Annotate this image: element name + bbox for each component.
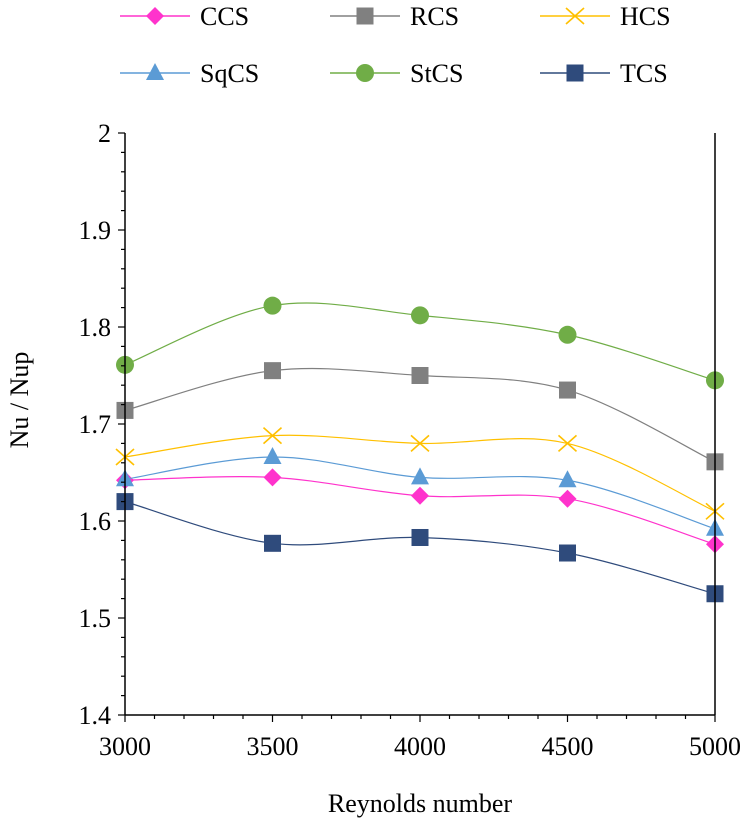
x-axis-label: Reynolds number xyxy=(328,789,512,818)
legend-item-ccs: CCS xyxy=(120,2,249,31)
series-stcs xyxy=(116,296,724,390)
series-line xyxy=(124,501,716,595)
y-tick-label: 1.5 xyxy=(79,604,112,633)
data-point xyxy=(411,467,429,485)
series-tcs xyxy=(116,493,724,603)
legend-item-stcs: StCS xyxy=(330,59,464,88)
y-tick-label: 1.7 xyxy=(79,410,112,439)
data-point xyxy=(263,296,282,315)
legend-marker xyxy=(356,64,374,82)
legend-label: StCS xyxy=(410,59,464,88)
legend-label: HCS xyxy=(620,2,671,31)
data-point xyxy=(559,544,576,562)
legend-marker xyxy=(146,7,164,25)
data-point xyxy=(411,486,429,505)
legend-label: SqCS xyxy=(200,59,259,88)
data-point xyxy=(263,468,282,487)
y-tick-label: 1.8 xyxy=(79,313,112,342)
data-point xyxy=(558,325,577,344)
legend-label: TCS xyxy=(620,59,668,88)
axes: 1.4 1.5 1.6 1.7 1.8 1.9 2 3000 3500 4000 4500 5000 xyxy=(79,119,742,761)
y-tick-label: 2 xyxy=(98,119,111,148)
y-tick-label: 1.9 xyxy=(79,216,112,245)
data-point xyxy=(264,534,281,552)
x-tick-label: 3500 xyxy=(247,732,299,761)
legend-marker xyxy=(146,63,164,80)
data-point xyxy=(262,427,283,445)
legend-marker xyxy=(565,7,585,25)
y-axis-label: Nu / Nup xyxy=(5,352,34,449)
data-point xyxy=(411,528,429,546)
legend-marker xyxy=(356,7,374,25)
series-rcs xyxy=(116,362,724,471)
data-point xyxy=(557,434,578,452)
legend-item-hcs: HCS xyxy=(540,2,671,31)
legend-item-sqcs: SqCS xyxy=(120,59,259,88)
legend-label: CCS xyxy=(200,2,249,31)
x-tick-label: 5000 xyxy=(689,732,741,761)
legend: CCS RCS HCS SqCS StCS TCS xyxy=(120,2,671,88)
y-tick-label: 1.4 xyxy=(79,701,112,730)
data-point xyxy=(411,306,429,325)
data-point xyxy=(263,446,282,464)
legend-item-tcs: TCS xyxy=(540,59,668,88)
data-point xyxy=(410,434,430,452)
x-tick-label: 4500 xyxy=(542,732,594,761)
x-tick-label: 4000 xyxy=(394,732,446,761)
data-point xyxy=(559,381,576,399)
data-point xyxy=(264,362,281,380)
data-point xyxy=(411,367,429,384)
y-tick-label: 1.6 xyxy=(79,507,112,536)
data-point xyxy=(558,489,577,508)
data-point xyxy=(558,470,577,488)
x-tick-label: 3000 xyxy=(99,732,151,761)
legend-marker xyxy=(566,64,584,82)
legend-label: RCS xyxy=(410,2,459,31)
plot-area xyxy=(115,296,725,603)
legend-item-rcs: RCS xyxy=(330,2,459,31)
